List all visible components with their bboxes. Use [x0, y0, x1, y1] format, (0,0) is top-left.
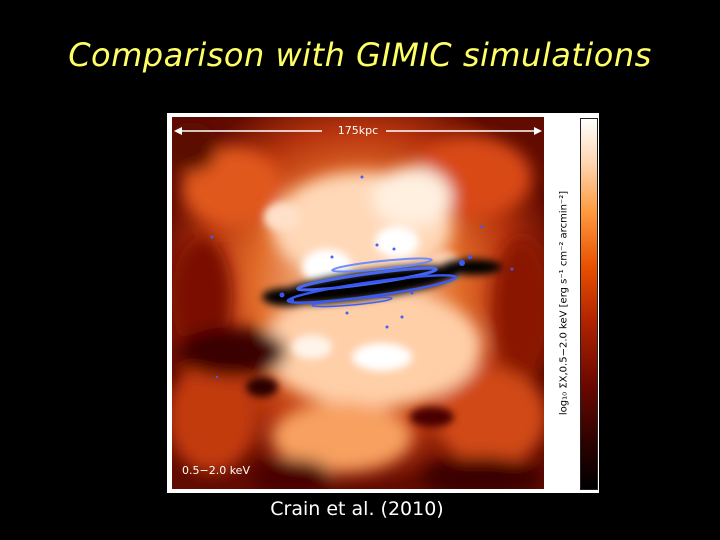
- figure-caption: Crain et al. (2010): [270, 498, 444, 520]
- colorbar-label: log₁₀ ΣX,0.5−2.0 keV [erg s⁻¹ cm⁻² arcmi…: [558, 190, 570, 416]
- energy-band-label: 0.5−2.0 keV: [182, 464, 250, 477]
- xray-simulation-image: [172, 117, 544, 489]
- scale-bar-label: 175kpc: [337, 124, 379, 137]
- scale-bar: [174, 127, 542, 135]
- slide-title: Comparison with GIMIC simulations: [68, 36, 652, 74]
- disk-particles: [210, 175, 514, 379]
- colorbar: [580, 118, 598, 490]
